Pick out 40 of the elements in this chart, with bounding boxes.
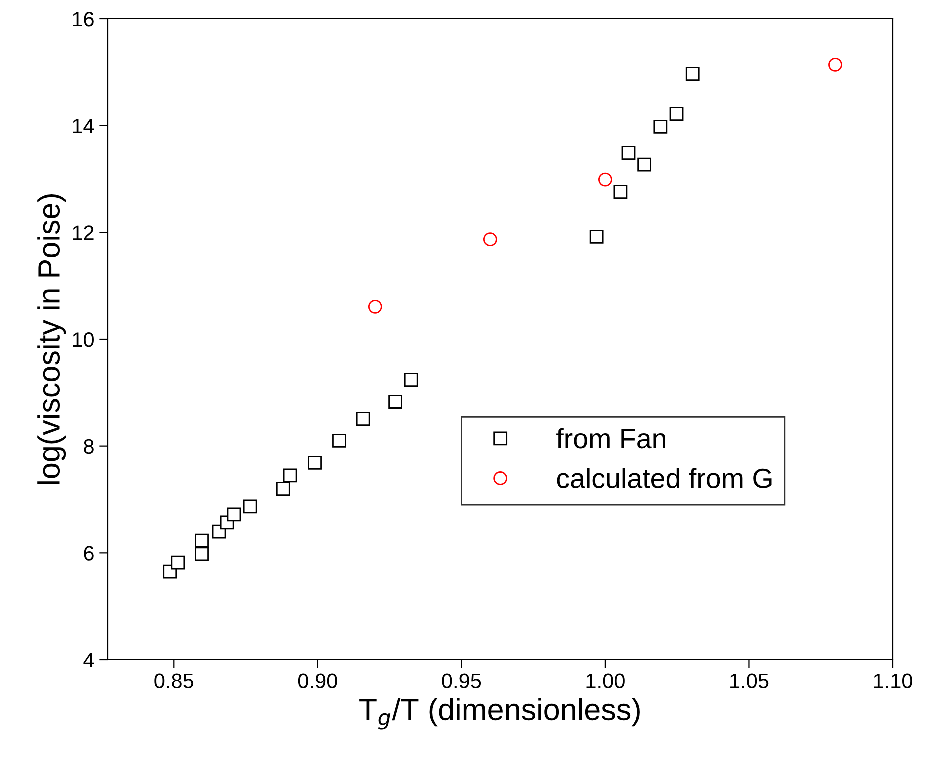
x-axis-title: T$_{g}$/T (dimensionless) [360,698,640,730]
point [590,230,604,244]
point [638,158,652,172]
point [243,500,258,514]
x-tick-label: 1.05 [730,674,769,688]
y-tick-label: 12 [73,226,94,240]
y-tick-label: 16 [73,12,94,27]
point [483,232,498,247]
x-tick-label: 1.10 [874,674,912,688]
point [828,58,842,72]
point [670,107,684,122]
point [283,468,298,483]
x-tick-label: 0.95 [442,674,482,688]
x-tick-label: 1.00 [586,674,625,688]
point [598,172,612,187]
point [332,434,346,448]
point [171,556,186,570]
y-tick-label: 6 [84,546,94,561]
x-tick-label: 0.85 [154,674,194,688]
y-tick-label: 10 [73,332,94,348]
point [356,412,370,426]
y-axis-title: log(viscosity in Poise) [38,194,66,484]
point [622,146,636,160]
legend-label: calculated from G [557,468,772,488]
point [654,120,668,134]
x-tick-label: 0.90 [298,674,338,688]
point [195,547,209,562]
y-tick-label: 4 [84,653,94,668]
point [227,508,242,522]
point [686,67,700,81]
point [195,534,209,548]
point [614,185,628,200]
point [308,456,322,470]
legend-label: from Fan [556,428,666,449]
point [276,482,290,496]
y-tick-label: 14 [73,119,94,134]
point [388,395,402,409]
point [404,373,418,388]
point [368,300,382,314]
y-tick-label: 8 [84,439,94,454]
